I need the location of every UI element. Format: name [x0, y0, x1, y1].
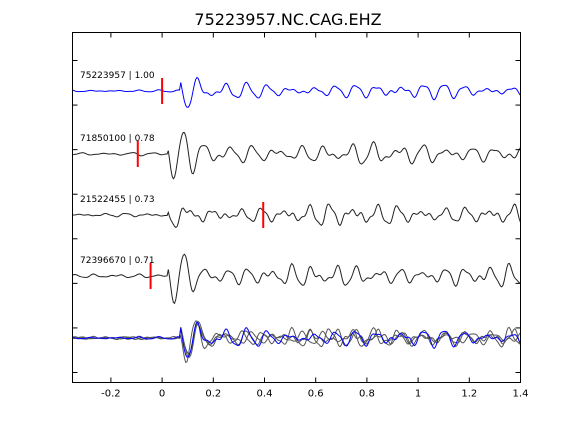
x-tick-label: 0.4: [257, 389, 273, 400]
waveform-trace-2: [72, 131, 521, 180]
overlay-trace-1: [72, 321, 521, 358]
x-tick-label: 1.2: [461, 389, 477, 400]
trace-label-3: 21522455 | 0.73: [80, 195, 155, 205]
plot-frame: [72, 32, 521, 383]
x-tick-label: 0.6: [308, 389, 324, 400]
trace-labels: 75223957 | 1.00 71850100 | 0.78 21522455 |…: [80, 71, 155, 266]
trace-label-1: 75223957 | 1.00: [80, 71, 155, 81]
waveform-trace-1: [72, 76, 521, 108]
waveform-trace-4: [72, 253, 521, 305]
trace-label-2: 71850100 | 0.78: [80, 134, 155, 144]
overlay-trace-3: [72, 320, 521, 364]
overlay-trace-2: [72, 320, 521, 358]
x-axis: -0.2 0 0.2 0.4 0.6 0.8 1 1.2 1.4: [101, 32, 529, 400]
overlay-stack: [72, 320, 521, 364]
x-tick-label: 1: [415, 389, 421, 400]
x-tick-label: -0.2: [101, 389, 121, 400]
picks-layer: [136, 78, 265, 289]
y-axis-ticks: [72, 60, 521, 373]
x-tick-label: 0: [159, 389, 165, 400]
traces-layer: [72, 76, 521, 305]
trace-label-4: 72396670 | 0.71: [80, 256, 155, 266]
x-tick-label: 0.8: [359, 389, 375, 400]
chart-title: 75223957.NC.CAG.EHZ: [194, 10, 381, 29]
x-tick-label: 1.4: [513, 389, 529, 400]
x-tick-label: 0.2: [205, 389, 221, 400]
waveform-trace-3: [72, 203, 521, 229]
